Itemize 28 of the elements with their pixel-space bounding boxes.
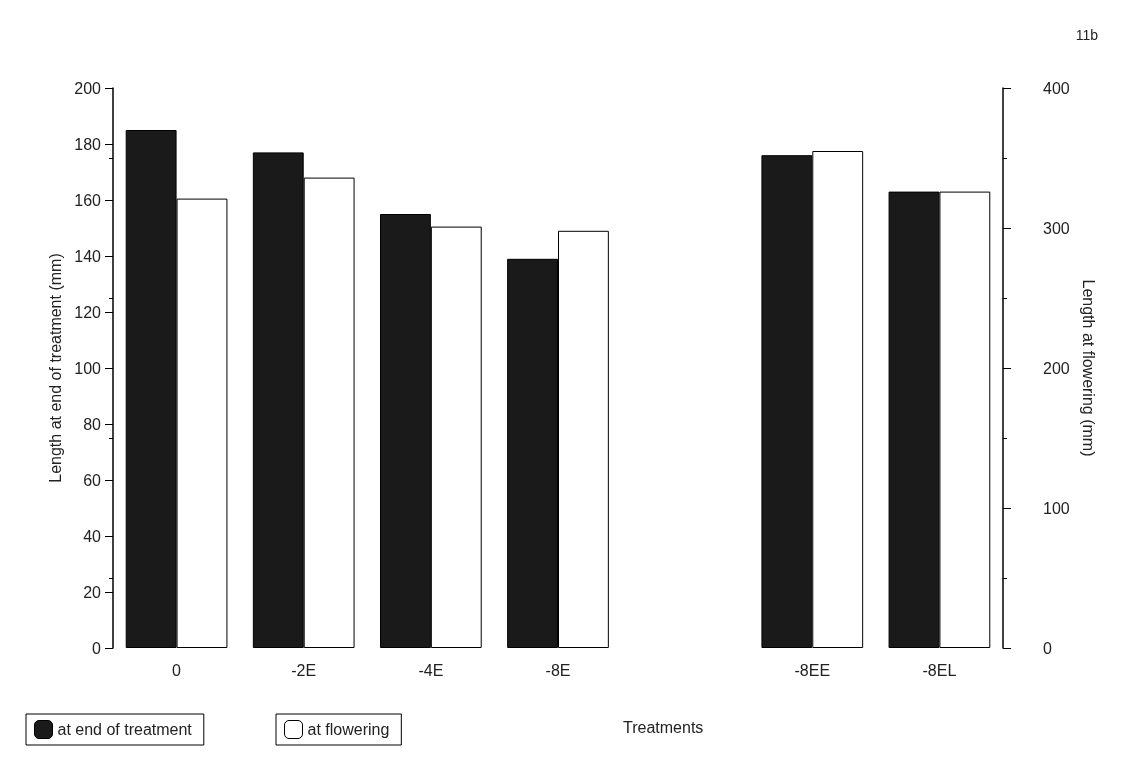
text: 11b [1075, 27, 1099, 43]
y-tick-label: 0 [92, 639, 102, 657]
x-tick-label: -8EL [922, 661, 957, 679]
x-axis-title: Treatments [623, 718, 704, 736]
y2-axis-title: Length at flowering (mm) [1080, 279, 1098, 457]
legend-label: at flowering [307, 721, 390, 738]
y-tick-label: 140 [74, 247, 102, 265]
x-tick-label: -4E [418, 661, 444, 679]
y-tick-label: 40 [83, 527, 102, 545]
y-tick-label: 160 [74, 191, 102, 209]
y-tick-label: 200 [74, 79, 102, 97]
x-tick-label: -8EE [794, 661, 831, 679]
y2-tick-label: 0 [1043, 639, 1052, 657]
y-tick-label: 60 [83, 471, 102, 489]
y2-tick-label: 200 [1043, 359, 1070, 377]
x-tick-label: -2E [291, 661, 317, 679]
y-tick-label: 80 [83, 415, 102, 433]
y2-tick-label: 400 [1043, 79, 1070, 97]
x-tick-label: -8E [545, 661, 571, 679]
y-tick-label: 180 [74, 135, 102, 153]
y-tick-label: 20 [83, 583, 102, 601]
y-tick-label: 100 [74, 359, 102, 377]
y2-tick-label: 100 [1043, 499, 1070, 517]
legend-label: at end of treatment [57, 721, 193, 738]
y-tick-label: 120 [74, 303, 102, 321]
y2-tick-label: 300 [1043, 219, 1070, 237]
x-tick-label: 0 [172, 661, 182, 679]
y-axis-title: Length at end of treatment (mm) [46, 253, 64, 483]
